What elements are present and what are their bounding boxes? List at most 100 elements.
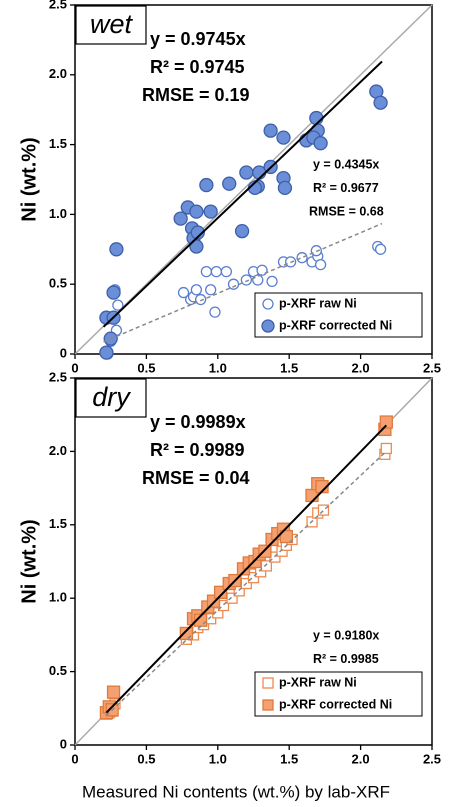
legend-marker xyxy=(261,319,275,333)
point xyxy=(374,243,387,255)
y-tick-label: 0.5 xyxy=(49,276,67,291)
point xyxy=(276,130,291,145)
plot-frame xyxy=(74,377,433,746)
point xyxy=(112,299,124,311)
point xyxy=(240,274,253,286)
point xyxy=(266,275,278,288)
legend-entry: p-XRF raw Ni xyxy=(262,296,357,310)
x-tick-label: 0 xyxy=(71,751,78,766)
point xyxy=(190,225,205,240)
fit-label: R² = 0.9985 xyxy=(313,652,379,666)
y-tick-label: 2.0 xyxy=(49,66,67,81)
fit-label: RMSE = 0.68 xyxy=(309,204,384,218)
fit-line xyxy=(102,60,383,328)
fit-label: y = 0.9180x xyxy=(313,628,379,642)
point xyxy=(106,285,121,300)
point xyxy=(227,278,240,290)
panel-label: dry xyxy=(92,382,131,412)
panel-label-box xyxy=(75,5,147,45)
panel-label: wet xyxy=(90,9,134,39)
point xyxy=(239,165,254,180)
x-axis-label: Measured Ni contents (wt.%) by lab-XRF xyxy=(82,782,390,801)
y-tick-label: 0.5 xyxy=(49,663,67,678)
point xyxy=(379,415,393,429)
legend-label: p-XRF corrected Ni xyxy=(279,697,392,711)
point xyxy=(200,265,213,278)
x-tick-label: 2.5 xyxy=(423,751,441,766)
point xyxy=(109,242,124,257)
point xyxy=(247,571,260,584)
point xyxy=(220,265,233,278)
x-tick-label: 0.5 xyxy=(137,360,155,375)
x-tick-label: 2.0 xyxy=(352,360,370,375)
point xyxy=(209,306,221,318)
fit-line xyxy=(105,450,387,716)
legend-box xyxy=(254,292,423,338)
x-tick-label: 1.5 xyxy=(280,751,298,766)
point xyxy=(222,176,237,191)
point xyxy=(252,274,264,286)
legend-label: p-XRF raw Ni xyxy=(279,296,357,310)
point xyxy=(203,204,218,219)
point xyxy=(317,504,330,516)
fit-label: R² = 0.9745 xyxy=(150,57,245,77)
y-tick-label: 0 xyxy=(60,736,67,751)
y-tick-label: 2.5 xyxy=(49,369,67,384)
legend-entry: p-XRF corrected Ni xyxy=(261,318,392,333)
point xyxy=(234,224,250,239)
point xyxy=(277,180,293,196)
y-tick-label: 0 xyxy=(60,345,67,360)
point xyxy=(177,286,190,299)
y-tick-label: 1.5 xyxy=(49,136,67,151)
point xyxy=(296,252,308,264)
legend-label: p-XRF corrected Ni xyxy=(279,318,392,332)
point xyxy=(373,95,388,110)
point xyxy=(195,293,207,306)
point xyxy=(189,204,204,219)
point xyxy=(309,110,324,126)
x-tick-label: 0.5 xyxy=(137,751,155,766)
x-tick-label: 2.0 xyxy=(352,751,370,766)
point xyxy=(313,136,328,151)
fit-label: RMSE = 0.04 xyxy=(142,468,250,488)
plot-frame xyxy=(74,4,433,355)
point xyxy=(189,239,204,254)
point xyxy=(210,265,223,278)
point xyxy=(106,685,121,699)
x-tick-label: 1.5 xyxy=(280,360,298,375)
legend-marker xyxy=(262,298,274,310)
y-tick-label: 2.0 xyxy=(49,443,67,458)
fit-label: y = 0.4345x xyxy=(313,157,379,171)
y-axis-label: Ni (wt.%) xyxy=(18,519,40,603)
fit-line xyxy=(105,424,388,714)
fit-line xyxy=(103,222,383,343)
legend-marker xyxy=(262,699,274,711)
y-tick-label: 1.0 xyxy=(49,206,67,221)
point xyxy=(190,284,203,296)
y-tick-label: 1.5 xyxy=(49,516,67,531)
legend-label: p-XRF raw Ni xyxy=(279,675,357,689)
legend-entry: p-XRF raw Ni xyxy=(262,675,357,689)
point xyxy=(263,123,278,138)
x-tick-label: 1.0 xyxy=(209,360,227,375)
x-tick-label: 0 xyxy=(71,360,78,375)
legend-marker xyxy=(262,677,274,689)
fit-label: y = 0.9745x xyxy=(150,29,246,49)
y-tick-label: 2.5 xyxy=(49,0,67,11)
point xyxy=(314,259,327,271)
legend-box xyxy=(254,671,423,717)
point xyxy=(173,211,188,226)
point xyxy=(99,345,114,360)
legend-entry: p-XRF corrected Ni xyxy=(262,697,392,711)
point xyxy=(205,284,217,296)
point xyxy=(380,442,392,455)
point xyxy=(279,529,293,544)
x-tick-label: 2.5 xyxy=(423,360,441,375)
x-tick-label: 1.0 xyxy=(209,751,227,766)
fit-label: R² = 0.9677 xyxy=(313,181,379,195)
y-tick-label: 1.0 xyxy=(49,590,67,605)
point xyxy=(199,177,214,193)
fit-label: y = 0.9989x xyxy=(150,412,246,432)
panel-label-box xyxy=(75,378,147,418)
